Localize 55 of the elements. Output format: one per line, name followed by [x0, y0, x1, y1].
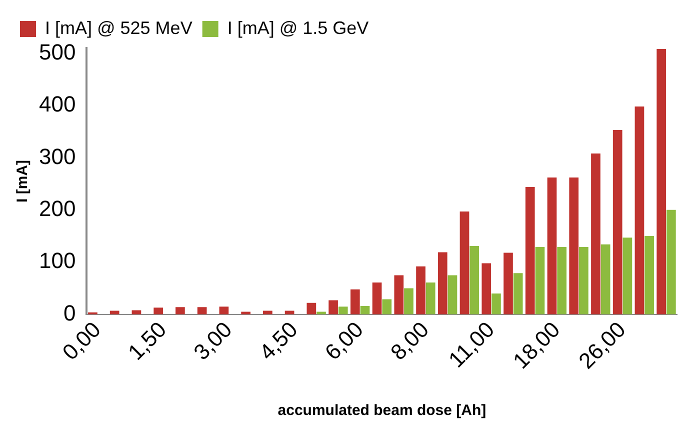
legend-label: I [mA] @ 525 MeV	[45, 18, 192, 38]
bar	[438, 252, 448, 314]
bar	[547, 178, 557, 314]
bar	[219, 306, 229, 314]
bar	[525, 186, 535, 314]
bar	[504, 252, 513, 314]
y-tick-label: 400	[38, 92, 76, 117]
y-tick-label: 0	[63, 300, 76, 326]
x-tick-label: 6,00	[320, 316, 368, 365]
bar	[448, 275, 458, 314]
bar	[416, 266, 426, 314]
bar	[197, 307, 207, 314]
bar	[579, 247, 588, 314]
bar	[328, 300, 338, 314]
bar	[535, 247, 545, 314]
bar	[656, 49, 666, 314]
x-tick-label: 8,00	[386, 316, 434, 365]
bar	[612, 130, 622, 314]
bar	[513, 273, 523, 314]
bar	[382, 299, 392, 314]
bar	[600, 244, 610, 314]
y-tick-label: 300	[38, 144, 76, 169]
y-axis-title: I [mA]	[14, 160, 32, 202]
bar	[644, 236, 654, 314]
bar	[634, 106, 644, 314]
bar	[666, 210, 676, 314]
bar	[492, 294, 501, 314]
y-tick-label: 200	[38, 196, 76, 221]
bar	[482, 263, 492, 314]
bar	[404, 288, 414, 314]
legend-label: I [mA] @ 1.5 GeV	[227, 18, 369, 38]
bar	[360, 306, 370, 314]
bar	[263, 310, 272, 314]
bar	[591, 154, 600, 314]
bar	[154, 308, 164, 314]
bar	[306, 302, 316, 314]
bar	[426, 282, 436, 314]
x-axis-title: accumulated beam dose [Ah]	[278, 402, 486, 420]
bar	[569, 178, 579, 314]
bar	[622, 238, 632, 314]
y-tick-label: 100	[38, 248, 76, 274]
bar	[338, 306, 348, 314]
bar	[460, 212, 470, 314]
bar	[110, 310, 120, 314]
bar	[557, 247, 567, 314]
x-tick-label: 3,00	[188, 316, 237, 365]
bar	[176, 307, 185, 314]
bar	[470, 246, 480, 314]
bar	[394, 275, 404, 314]
bar	[132, 310, 142, 314]
bar	[284, 310, 294, 314]
bar	[350, 289, 360, 314]
bar	[372, 282, 382, 314]
y-tick-label: 500	[38, 39, 76, 64]
x-tick-label: 4,50	[254, 316, 302, 365]
